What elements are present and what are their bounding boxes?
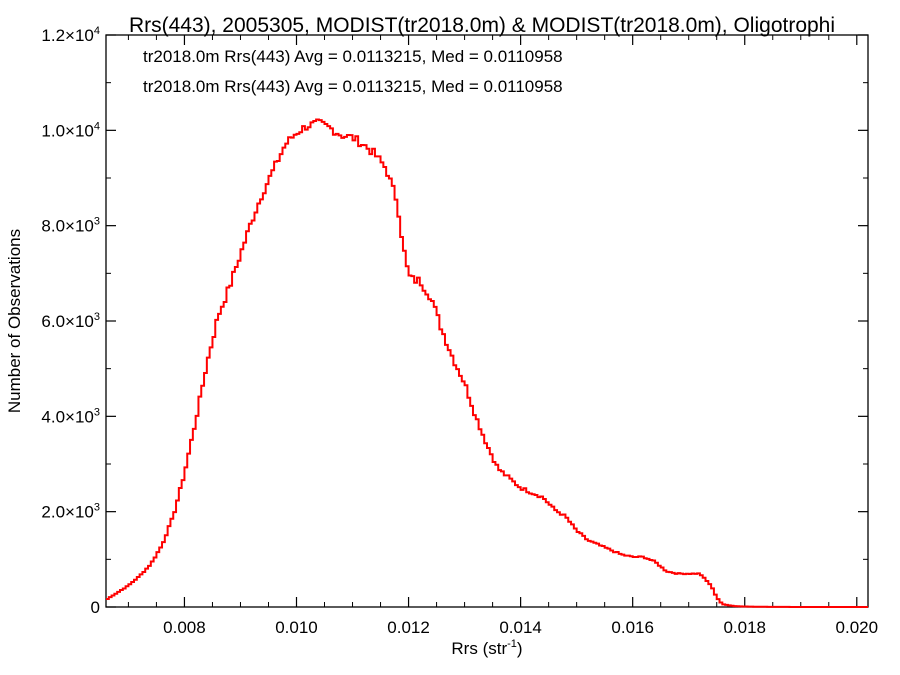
x-tick-label: 0.018	[723, 618, 766, 637]
series-group	[106, 118, 868, 608]
x-axis-label-sup: -1	[507, 638, 517, 650]
x-tick-label: 0.014	[499, 618, 542, 637]
y-tick-label: 1.2×104	[41, 25, 100, 45]
annotation-red: tr2018.0m Rrs(443) Avg = 0.0113215, Med …	[143, 77, 563, 96]
chart-title: Rrs(443), 2005305, MODIST(tr2018.0m) & M…	[129, 14, 835, 37]
y-tick-label: 8.0×103	[41, 216, 100, 236]
y-tick-label: 4.0×103	[41, 406, 100, 426]
x-axis-label: Rrs (str-1)	[451, 638, 522, 658]
x-tick-label: 0.008	[163, 618, 206, 637]
histogram-line-0	[106, 118, 868, 608]
x-tick-label: 0.020	[836, 618, 879, 637]
y-tick-label: 2.0×103	[41, 502, 100, 522]
x-tick-label: 0.016	[611, 618, 654, 637]
y-axis-label: Number of Observations	[5, 229, 24, 413]
y-tick-label: 6.0×103	[41, 311, 100, 331]
annotation-black: tr2018.0m Rrs(443) Avg = 0.0113215, Med …	[143, 47, 563, 66]
y-axis: 0 2.0×103 4.0×103 6.0×103 8.0×103 1.0×104 1.2×…	[41, 25, 868, 617]
x-axis-label-close: )	[517, 639, 523, 658]
x-axis: 0.008 0.010 0.012 0.014 0.016 0.018 0.020	[127, 35, 879, 637]
x-axis-label-main: Rrs (str	[451, 639, 507, 658]
x-tick-label: 0.012	[387, 618, 430, 637]
y-tick-label: 1.0×104	[41, 120, 100, 140]
plot-frame	[105, 34, 869, 608]
x-tick-label: 0.010	[275, 618, 318, 637]
y-tick-label: 0	[91, 598, 100, 617]
